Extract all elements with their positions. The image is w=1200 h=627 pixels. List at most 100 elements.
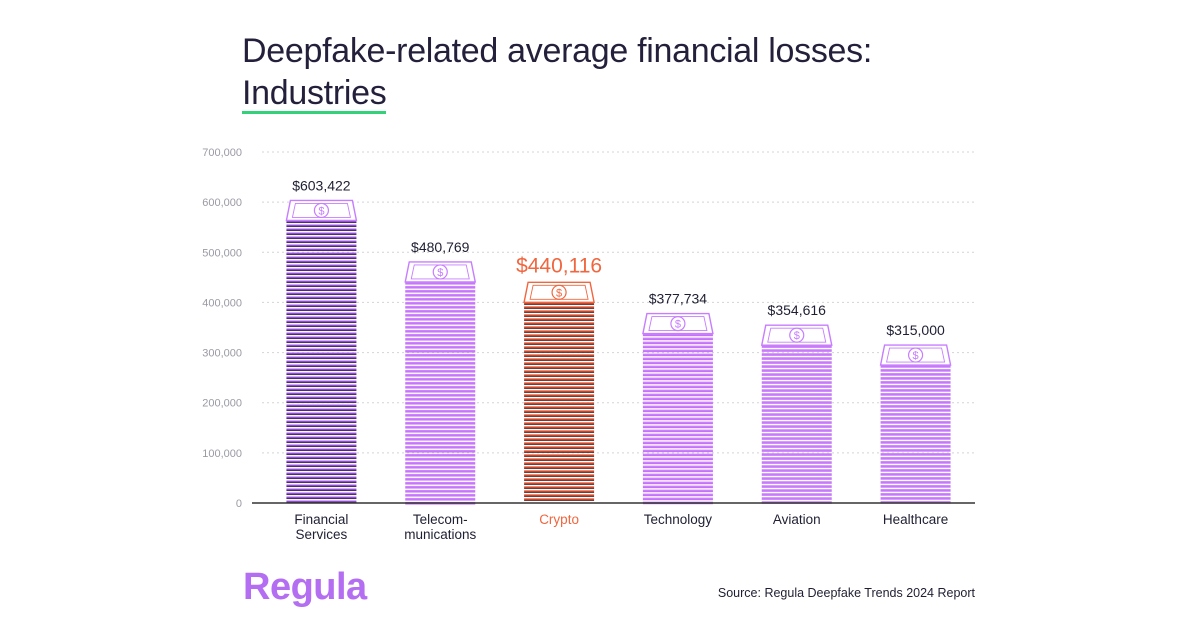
bar-stripe — [286, 332, 357, 336]
bar-stripe — [286, 452, 357, 456]
bar-stripe — [642, 473, 713, 477]
bar-stripe — [524, 366, 595, 369]
bar-stripe — [286, 248, 357, 252]
bar-stripe — [286, 348, 357, 352]
bar-stripe — [642, 333, 713, 337]
bar-stripe — [286, 372, 357, 376]
bar-stripe — [524, 418, 595, 421]
bar-stripe — [286, 484, 357, 488]
bar-stripe — [286, 324, 357, 328]
bar-stripe — [761, 361, 832, 364]
bar-stripe — [405, 449, 476, 453]
bar-stripe — [642, 481, 713, 485]
bar-stripe — [761, 365, 832, 368]
bar-stripe — [524, 370, 595, 373]
bar-stripe — [524, 462, 595, 465]
bar-stripe — [286, 440, 357, 444]
bar-stripe — [761, 481, 832, 484]
chart-title-line-2: Industries — [242, 74, 387, 114]
bar-stripe — [524, 302, 595, 305]
bar-stripe — [880, 437, 951, 440]
bar-stripe — [524, 386, 595, 389]
bar-stripe — [761, 401, 832, 404]
bar-stripe — [405, 381, 476, 385]
x-tick-label: Technology — [644, 512, 713, 527]
regula-logo: Regula — [243, 566, 367, 608]
bar-stripe — [405, 485, 476, 489]
bar-stripe — [761, 377, 832, 380]
bar-stripe — [880, 397, 951, 400]
bar-stripe — [286, 408, 357, 412]
bar-stripe — [286, 380, 357, 384]
bar-stripe — [880, 449, 951, 452]
bar-stripe — [642, 449, 713, 453]
dollar-sign-icon: $ — [675, 319, 681, 331]
dollar-coin-icon — [670, 315, 686, 332]
bar-stripe — [286, 300, 357, 304]
bar-stripe — [286, 304, 357, 308]
bar-stripe — [286, 296, 357, 300]
bar-stripe — [880, 445, 951, 448]
bar-stripe — [286, 336, 357, 340]
bar-stripe — [405, 409, 476, 413]
bar-stripe — [286, 252, 357, 256]
bar-stripe — [880, 481, 951, 484]
bar-stripe — [286, 292, 357, 296]
banknote-icon: $ — [879, 344, 952, 366]
bar-stripe — [405, 301, 476, 305]
bar-stripe — [524, 378, 595, 381]
bar-stripe — [524, 314, 595, 317]
bar-stripe — [286, 288, 357, 292]
bar-stripe — [761, 421, 832, 424]
bar-stripe — [761, 477, 832, 480]
bar-stripe — [405, 481, 476, 485]
bar-stripe — [286, 428, 357, 432]
bar: $ $440,116 — [516, 254, 602, 501]
bar-stripe — [405, 401, 476, 405]
bar-value-label: $315,000 — [886, 322, 945, 338]
bar-stripe — [405, 317, 476, 321]
bar-stripe — [405, 473, 476, 477]
bar-stripe — [286, 384, 357, 388]
bar-stripe — [405, 393, 476, 397]
bar-stripe — [642, 493, 713, 497]
bar-stripe — [642, 337, 713, 341]
bar-stripe — [880, 461, 951, 464]
bar-stripe — [286, 476, 357, 480]
bar-stripe — [405, 369, 476, 373]
bar-stripe — [761, 405, 832, 408]
bar-stripe — [405, 361, 476, 365]
bar-stripe — [761, 441, 832, 444]
bar-stripe — [286, 344, 357, 348]
bar-stripe — [524, 490, 595, 493]
bar-stripe — [405, 385, 476, 389]
bar-stripe — [642, 365, 713, 369]
bar-stripe — [286, 356, 357, 360]
bar-stripe — [286, 388, 357, 392]
bar-stripe — [524, 346, 595, 349]
bar-stripe — [642, 433, 713, 437]
bar-stripe — [880, 421, 951, 424]
bar-stripe — [286, 236, 357, 240]
bar-stripe — [286, 320, 357, 324]
banknote-icon: $ — [760, 324, 833, 346]
dollar-coin-icon — [313, 202, 330, 219]
bar-stripe — [405, 297, 476, 301]
bar-stripe — [286, 328, 357, 332]
bar-stripe — [642, 341, 713, 345]
bar-stripe — [286, 368, 357, 372]
bar-stripe — [524, 382, 595, 385]
bar-stripe — [761, 349, 832, 352]
bar: $ $354,616 — [760, 302, 833, 504]
bar-stripe — [286, 420, 357, 424]
bar-stripe — [286, 396, 357, 400]
bar-stripe — [642, 401, 713, 405]
bar-stripe — [405, 465, 476, 469]
bar-stripe — [286, 456, 357, 460]
bar-stripe — [642, 453, 713, 457]
bar-stripe — [405, 425, 476, 429]
bar-stripe — [642, 417, 713, 421]
bar-stripe — [761, 409, 832, 412]
bar-stripe — [524, 342, 595, 345]
bar-stripe — [761, 461, 832, 464]
